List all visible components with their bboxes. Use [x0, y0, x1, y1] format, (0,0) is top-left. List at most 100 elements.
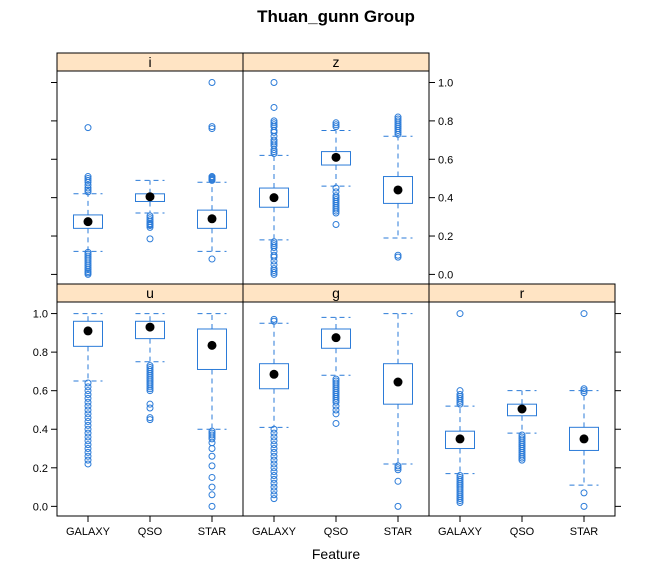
panel-r: r GALAXY QSO STAR	[428, 283, 621, 538]
outlier-point	[84, 391, 92, 399]
outlier-point	[332, 402, 340, 410]
box-iqr	[197, 209, 227, 229]
outlier-point	[84, 184, 92, 192]
outlier-point	[84, 379, 92, 387]
median-dot	[207, 340, 217, 350]
outlier-point	[270, 495, 278, 503]
outlier-point	[146, 404, 154, 412]
outlier-point	[270, 119, 278, 127]
outlier-point	[270, 79, 278, 87]
outlier-point	[84, 124, 92, 132]
outlier-point	[394, 477, 402, 485]
outlier-point	[84, 270, 92, 278]
outlier-point	[518, 454, 526, 462]
outlier-point	[84, 445, 92, 453]
outlier-point	[456, 495, 464, 503]
median-dot	[207, 214, 217, 224]
y-tick-label-left: 0.2	[33, 463, 48, 475]
outlier-point	[84, 176, 92, 184]
median-dot	[393, 185, 403, 195]
median-dot	[83, 326, 93, 336]
outlier-point	[394, 126, 402, 134]
x-tick-label: STAR	[384, 526, 413, 538]
box-iqr	[445, 430, 475, 450]
outlier-point	[146, 221, 154, 229]
box-z-qso	[321, 119, 351, 229]
x-tick-label: STAR	[570, 526, 599, 538]
x-tick-label: QSO	[138, 526, 163, 538]
panel-strip-label: r	[520, 285, 525, 301]
outlier-point	[270, 437, 278, 445]
box-u-qso	[135, 313, 165, 424]
outlier-point	[456, 400, 464, 408]
median-dot	[331, 333, 341, 343]
y-tick-label-right: 0.8	[438, 116, 453, 128]
outlier-point	[270, 452, 278, 460]
outlier-point	[84, 181, 92, 189]
box-iqr	[383, 176, 413, 204]
x-tick-label: GALAXY	[252, 526, 297, 538]
box-u-galaxy	[73, 313, 103, 468]
y-tick-label-left: 0.6	[33, 386, 48, 398]
box-iqr	[259, 363, 289, 390]
outlier-point	[332, 184, 340, 192]
outlier-point	[270, 148, 278, 156]
outlier-point	[332, 123, 340, 131]
outlier-point	[84, 437, 92, 445]
outlier-point	[332, 398, 340, 406]
outlier-point	[394, 464, 402, 472]
outlier-point	[456, 310, 464, 318]
box-iqr	[73, 214, 103, 229]
outlier-point	[518, 452, 526, 460]
outlier-point	[84, 441, 92, 449]
outlier-point	[456, 398, 464, 406]
outlier-point	[146, 235, 154, 243]
box-iqr	[135, 320, 165, 340]
outlier-point	[270, 448, 278, 456]
outlier-point	[84, 188, 92, 196]
outlier-point	[208, 462, 216, 470]
outlier-point	[270, 267, 278, 275]
outlier-point	[270, 150, 278, 158]
outlier-point	[146, 385, 154, 393]
outlier-point	[270, 433, 278, 441]
panel-z: z 0.0 0.2 0.4 0.6 0.8 1.0	[242, 52, 453, 285]
outlier-point	[394, 130, 402, 138]
box-u-star	[197, 313, 227, 510]
box-g-qso	[321, 316, 351, 427]
outlier-point	[270, 445, 278, 453]
panel-i: i	[51, 52, 244, 285]
outlier-point	[270, 317, 278, 325]
outlier-point	[270, 425, 278, 433]
outlier-point	[84, 410, 92, 418]
box-r-star	[569, 310, 599, 510]
outlier-point	[332, 121, 340, 129]
outlier-point	[84, 425, 92, 433]
panel-g: g GALAXY QSO STAR	[242, 283, 430, 538]
x-tick-label: QSO	[324, 526, 349, 538]
outlier-point	[84, 433, 92, 441]
outlier-point	[580, 387, 588, 395]
outlier-point	[84, 383, 92, 391]
panel-u: u 0.0 0.2 0.4 0.6 0.8 1.0 GALAXY QSO STAR	[33, 283, 244, 538]
median-dot	[455, 434, 465, 444]
outlier-point	[270, 268, 278, 276]
outlier-point	[270, 429, 278, 437]
outlier-point	[332, 410, 340, 418]
outlier-point	[270, 103, 278, 111]
outlier-point	[580, 385, 588, 393]
outlier-point	[332, 394, 340, 402]
outlier-point	[270, 128, 278, 136]
outlier-point	[394, 128, 402, 136]
outlier-point	[84, 452, 92, 460]
outlier-point	[84, 266, 92, 274]
x-tick-label: GALAXY	[438, 526, 483, 538]
outlier-point	[208, 445, 216, 453]
box-z-galaxy	[259, 79, 289, 278]
outlier-point	[580, 389, 588, 397]
median-dot	[269, 369, 279, 379]
outlier-point	[394, 462, 402, 470]
median-dot	[331, 152, 341, 162]
outlier-point	[208, 123, 216, 131]
box-iqr	[259, 187, 289, 208]
